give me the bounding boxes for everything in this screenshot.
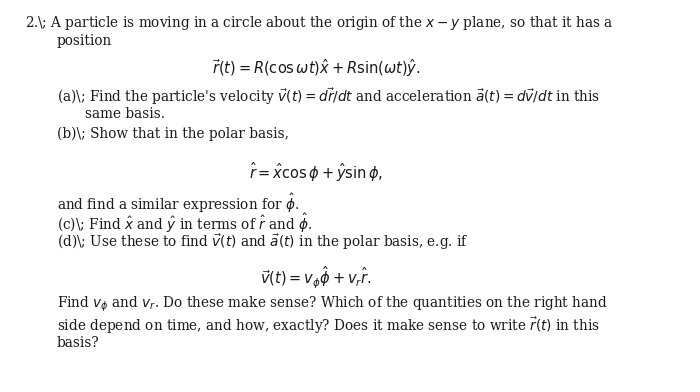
Text: (a)\; Find the particle's velocity $\vec{v}(t) = d\vec{r}/dt$ and acceleration $: (a)\; Find the particle's velocity $\vec… — [57, 86, 600, 107]
Text: same basis.: same basis. — [85, 107, 165, 121]
Text: (b)\; Show that in the polar basis,: (b)\; Show that in the polar basis, — [57, 127, 289, 142]
Text: 2.\; A particle is moving in a circle about the origin of the $x-y$ plane, so th: 2.\; A particle is moving in a circle ab… — [25, 14, 614, 32]
Text: side depend on time, and how, exactly? Does it make sense to write $\vec{r}(t)$ : side depend on time, and how, exactly? D… — [57, 315, 600, 336]
Text: (c)\; Find $\hat{x}$ and $\hat{y}$ in terms of $\hat{r}$ and $\hat{\phi}$.: (c)\; Find $\hat{x}$ and $\hat{y}$ in te… — [57, 212, 312, 235]
Text: $\hat{r} = \hat{x}\cos\phi + \hat{y}\sin\phi,$: $\hat{r} = \hat{x}\cos\phi + \hat{y}\sin… — [249, 161, 384, 183]
Text: Find $v_{\phi}$ and $v_r$. Do these make sense? Which of the quantities on the r: Find $v_{\phi}$ and $v_r$. Do these make… — [57, 295, 608, 314]
Text: position: position — [57, 34, 112, 49]
Text: basis?: basis? — [57, 336, 99, 350]
Text: $\vec{r}(t) = R(\cos\omega t)\hat{x} + R\sin(\omega t)\hat{y}.$: $\vec{r}(t) = R(\cos\omega t)\hat{x} + R… — [212, 57, 421, 79]
Text: and find a similar expression for $\hat{\phi}$.: and find a similar expression for $\hat{… — [57, 192, 300, 215]
Text: $\vec{v}(t) = v_{\phi}\hat{\phi} + v_r\hat{r}.$: $\vec{v}(t) = v_{\phi}\hat{\phi} + v_r\h… — [260, 265, 372, 291]
Text: (d)\; Use these to find $\vec{v}(t)$ and $\vec{a}(t)$ in the polar basis, e.g. i: (d)\; Use these to find $\vec{v}(t)$ and… — [57, 232, 469, 252]
